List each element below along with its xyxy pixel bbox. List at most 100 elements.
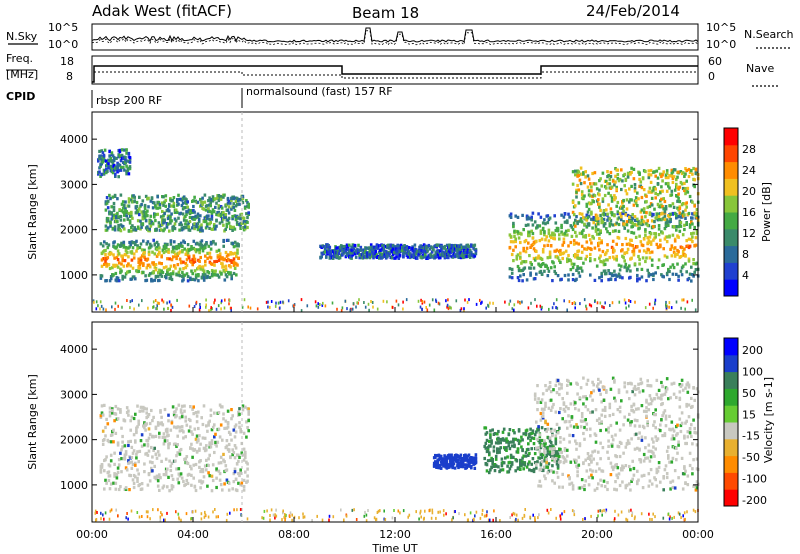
data-cell [652,212,655,217]
data-cell [578,231,582,235]
data-cell [352,302,355,306]
data-cell [223,257,227,261]
data-cell [511,307,514,311]
data-cell [646,219,649,223]
data-cell [546,452,550,456]
data-cell [680,212,684,216]
ytick-label: 2000 [60,224,88,237]
data-cell [629,243,632,247]
data-cell [233,456,237,460]
data-cell [665,235,669,239]
data-cell [166,270,169,274]
data-cell [521,300,523,304]
data-cell [127,172,131,176]
data-cell [193,222,196,226]
data-cell [459,308,462,312]
data-cell [676,262,679,266]
data-cell [490,465,493,469]
data-cell [652,272,655,276]
data-cell [239,226,242,230]
data-cell [224,250,228,255]
data-cell [668,215,671,219]
data-cell [684,208,687,212]
data-cell [185,219,188,223]
data-cell [459,243,463,247]
data-cell [522,273,525,277]
ytick-label: 4000 [60,133,88,146]
power-data-cells [92,148,700,313]
data-cell [139,261,143,265]
data-cell [184,419,187,423]
data-cell [214,442,217,446]
data-cell [640,438,644,442]
data-cell [558,392,561,397]
data-cell [677,225,680,229]
data-cell [136,246,139,250]
data-cell [546,471,550,475]
data-cell [208,474,211,478]
data-cell [420,298,422,302]
data-cell [590,454,593,458]
data-cell [155,246,159,250]
data-cell [129,243,132,247]
data-cell [564,405,568,409]
data-cell [220,212,224,216]
data-cell [533,392,537,396]
data-cell [598,276,601,280]
data-cell [204,263,207,267]
data-cell [524,450,528,455]
data-cell [649,397,653,401]
data-cell [484,441,488,445]
data-cell [227,253,230,257]
data-cell [553,428,556,432]
data-cell [580,419,584,423]
data-cell [640,195,644,200]
data-cell [522,467,525,471]
data-cell [633,215,637,219]
data-cell [667,184,670,188]
data-cell [352,247,356,251]
data-cell [687,237,691,241]
data-cell [411,246,414,250]
data-cell [136,450,139,454]
data-cell [389,244,393,248]
data-cell [387,253,390,257]
data-cell [199,265,202,269]
data-cell [130,445,134,449]
data-cell [215,259,219,263]
data-cell [547,269,551,273]
data-cell [120,470,123,474]
data-cell [139,219,142,223]
data-cell [663,237,667,241]
data-cell [426,308,429,312]
data-cell [167,413,170,417]
data-cell [117,252,121,256]
data-cell [405,253,409,257]
data-cell [630,256,633,260]
data-cell [572,213,576,217]
data-cell [225,275,229,279]
data-cell [439,249,442,253]
data-cell [180,476,184,480]
data-cell [402,300,404,304]
data-cell [489,429,492,433]
data-cell [603,408,607,412]
data-cell [680,246,684,250]
data-cell [122,165,125,170]
data-cell [214,227,217,231]
data-cell [566,391,569,395]
data-cell [208,226,211,230]
data-cell [672,205,676,209]
data-cell [211,463,215,467]
data-cell [610,434,614,438]
data-cell [667,176,670,180]
data-cell [461,463,465,467]
data-cell [116,249,120,253]
data-cell [618,177,622,182]
data-cell [625,442,629,446]
data-cell [169,239,173,243]
cpid-panel: CPID rbsp 200 RF normalsound (fast) 157 … [6,85,393,108]
data-cell [566,219,569,223]
data-cell [166,222,170,226]
data-cell [531,231,535,236]
